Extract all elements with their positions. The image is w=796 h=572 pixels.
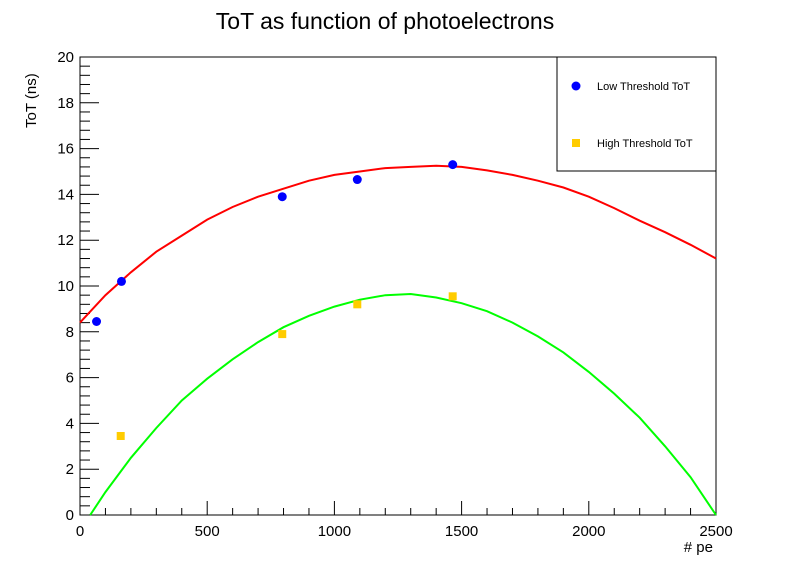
data-point-low-threshold [116, 276, 126, 286]
fit-curves [79, 164, 717, 516]
y-tick-label: 10 [57, 278, 74, 295]
legend-label: Low Threshold ToT [597, 81, 690, 93]
fit-curve-low-threshold [79, 164, 717, 324]
x-tick-label: 0 [76, 523, 84, 540]
y-tick-label: 16 [57, 141, 74, 158]
legend: Low Threshold ToT High Threshold ToT [556, 56, 717, 172]
y-tick-label: 12 [57, 232, 74, 249]
data-point-high-threshold [353, 300, 362, 309]
legend-box [556, 56, 717, 172]
data-point-high-threshold [116, 431, 125, 440]
x-axis-label: # pe [684, 539, 713, 556]
y-axis-label: ToT (ns) [23, 73, 40, 128]
x-tick-label: 2500 [699, 523, 732, 540]
data-point-low-threshold [448, 160, 458, 170]
y-tick-label: 6 [66, 370, 74, 387]
x-tick-label: 1000 [318, 523, 351, 540]
x-tick-label: 500 [195, 523, 220, 540]
y-tick-label: 0 [66, 507, 74, 524]
data-points [92, 160, 458, 440]
data-point-low-threshold [277, 192, 287, 202]
y-tick-label: 8 [66, 324, 74, 341]
data-point-high-threshold [448, 292, 457, 301]
axes: 0 500 1000 1500 2000 2500 0 2 4 6 8 10 12 14 16 18 20 [57, 49, 732, 540]
chart-title: ToT as function of photoelectrons [216, 8, 554, 34]
legend-marker-low-threshold [571, 81, 581, 91]
y-tick-label: 4 [66, 415, 74, 432]
y-tick-label: 18 [57, 95, 74, 112]
x-tick-label: 2000 [572, 523, 605, 540]
x-tick-label: 1500 [445, 523, 478, 540]
y-tick-label: 2 [66, 461, 74, 478]
y-tick-label: 20 [57, 49, 74, 66]
legend-marker-high-threshold [572, 139, 580, 147]
y-tick-label: 14 [57, 186, 74, 203]
data-point-low-threshold [92, 316, 102, 326]
data-point-low-threshold [352, 175, 362, 185]
legend-label: High Threshold ToT [597, 138, 693, 150]
fit-curve-high-threshold [89, 292, 717, 516]
data-point-high-threshold [278, 330, 287, 339]
